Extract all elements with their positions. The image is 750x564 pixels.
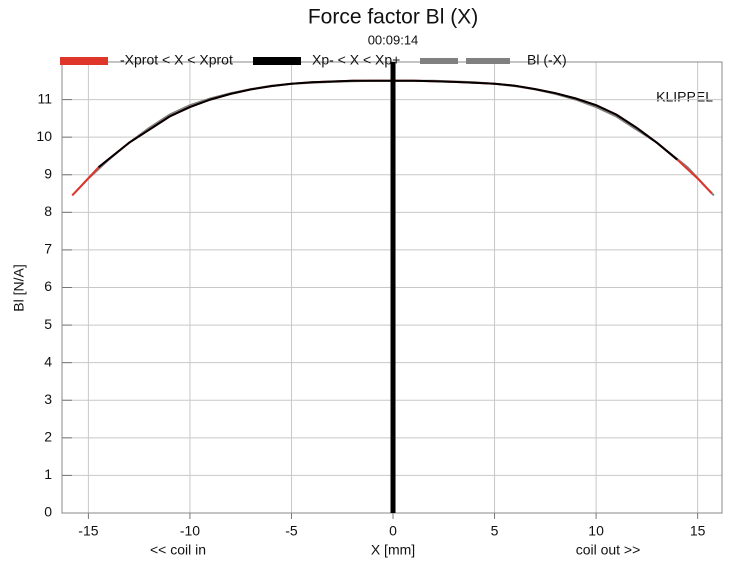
y-tick-label: 3 — [44, 391, 52, 407]
annotation: coil out >> — [576, 542, 641, 558]
x-tick-label: 0 — [389, 523, 397, 539]
y-tick-label: 8 — [44, 203, 52, 219]
y-tick-label: 6 — [44, 278, 52, 294]
x-tick-label: 15 — [690, 523, 706, 539]
y-tick-label: 2 — [44, 429, 52, 445]
x-tick-label: -5 — [285, 523, 298, 539]
chart-subtitle: 00:09:14 — [368, 32, 419, 47]
y-tick-label: 1 — [44, 466, 52, 482]
legend-label: Bl (-X) — [527, 52, 567, 68]
y-tick-label: 0 — [44, 504, 52, 520]
legend-label: -Xprot < X < Xprot — [120, 52, 233, 68]
y-tick-label: 7 — [44, 241, 52, 257]
chart-title: Force factor Bl (X) — [308, 6, 478, 29]
y-tick-label: 9 — [44, 165, 52, 181]
y-axis-label: Bl [N/A] — [11, 264, 27, 311]
legend-label: Xp- < X < Xp+ — [312, 52, 400, 68]
x-tick-label: -15 — [78, 523, 98, 539]
series-line — [97, 79, 678, 168]
y-tick-label: 5 — [44, 316, 52, 332]
annotation: << coil in — [150, 542, 206, 558]
x-tick-label: 10 — [588, 523, 604, 539]
y-tick-label: 4 — [44, 353, 52, 369]
y-tick-label: 10 — [36, 128, 52, 144]
x-tick-label: 5 — [491, 523, 499, 539]
y-tick-label: 11 — [37, 90, 52, 106]
x-axis-label: X [mm] — [371, 542, 415, 558]
annotation: KLIPPEL — [656, 89, 713, 105]
x-tick-label: -10 — [180, 523, 200, 539]
